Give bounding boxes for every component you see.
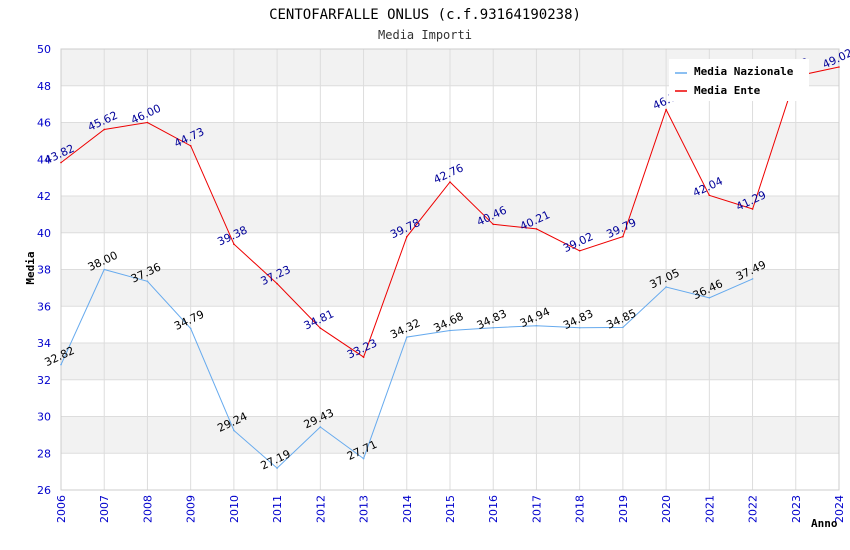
data-point-media-ente	[708, 194, 711, 197]
data-label-media-nazionale: 34.32	[388, 316, 422, 341]
x-tick-label: 2009	[185, 495, 198, 523]
data-point-media-ente	[276, 282, 278, 285]
data-label-media-ente: 34.81	[302, 307, 336, 332]
data-point-media-ente	[492, 223, 495, 226]
x-tick-label: 2023	[790, 495, 803, 523]
data-label-media-nazionale: 34.85	[604, 307, 638, 332]
y-tick-label: 42	[37, 190, 51, 203]
x-axis: 2006 2007 2008 2009 2010 2011 2012 2013 2014 2015…	[55, 495, 846, 523]
x-tick-label: 2006	[55, 495, 68, 523]
data-point-media-nazionale	[233, 429, 235, 432]
y-tick-label: 26	[37, 484, 51, 497]
x-tick-label: 2021	[703, 495, 716, 523]
data-point-media-ente	[535, 228, 538, 230]
data-point-media-nazionale	[449, 329, 451, 332]
data-point-media-nazionale	[622, 326, 624, 329]
data-point-media-nazionale	[103, 268, 106, 271]
x-tick-label: 2010	[228, 495, 241, 523]
data-point-media-ente	[319, 327, 322, 329]
data-point-media-nazionale	[578, 326, 581, 329]
y-tick-label: 34	[37, 337, 51, 350]
data-label-media-ente: 42.76	[431, 161, 465, 186]
x-axis-label: Anno	[811, 517, 838, 530]
x-tick-label: 2019	[617, 495, 630, 523]
x-tick-label: 2024	[833, 495, 846, 523]
data-point-media-ente	[103, 128, 106, 131]
x-tick-label: 2018	[574, 495, 587, 523]
data-point-media-ente	[665, 108, 667, 111]
y-axis: 26 28 30 32 34 36 38 40 42 44 46 48 50	[37, 43, 51, 497]
y-tick-label: 46	[37, 117, 51, 130]
x-tick-label: 2007	[98, 495, 111, 523]
y-tick-label: 50	[37, 43, 51, 56]
y-tick-label: 48	[37, 80, 51, 93]
x-tick-label: 2016	[487, 495, 500, 523]
data-label-media-nazionale: 34.83	[475, 307, 509, 332]
legend-box	[669, 59, 809, 101]
data-point-media-ente	[146, 121, 149, 124]
chart-subtitle: Media Importi	[378, 28, 472, 42]
x-tick-label: 2012	[314, 495, 327, 523]
series-lines	[60, 66, 840, 469]
data-point-media-nazionale	[60, 363, 62, 366]
data-point-media-ente	[449, 181, 451, 183]
y-axis-label: Media	[24, 251, 37, 284]
data-point-media-ente	[233, 243, 235, 245]
data-point-media-ente	[751, 208, 754, 210]
y-tick-label: 28	[37, 447, 51, 460]
x-tick-label: 2013	[358, 495, 371, 523]
data-point-media-nazionale	[665, 286, 667, 288]
data-point-media-ente	[60, 161, 62, 164]
y-tick-label: 44	[37, 153, 51, 166]
data-point-media-ente	[578, 249, 581, 252]
data-point-media-ente	[189, 145, 192, 147]
data-point-media-nazionale	[535, 324, 538, 327]
y-tick-label: 30	[37, 411, 51, 424]
data-point-media-ente	[622, 235, 624, 238]
plot-area	[60, 48, 840, 491]
data-point-media-ente	[405, 235, 408, 238]
x-tick-label: 2020	[660, 495, 673, 523]
x-tick-label: 2015	[444, 495, 457, 523]
x-tick-label: 2022	[747, 495, 760, 523]
chart-title: CENTOFARFALLE ONLUS (c.f.93164190238)	[269, 7, 581, 23]
data-label-media-ente: 39.02	[561, 230, 595, 255]
legend-label-media-nazionale: Media Nazionale	[694, 65, 794, 78]
x-tick-label: 2011	[271, 495, 284, 523]
data-label-media-nazionale: 34.83	[561, 307, 595, 332]
y-tick-label: 40	[37, 227, 51, 240]
data-point-media-nazionale	[708, 296, 711, 299]
data-point-media-nazionale	[319, 426, 322, 428]
data-point-media-nazionale	[189, 327, 192, 330]
x-tick-label: 2017	[530, 495, 543, 523]
y-tick-label: 32	[37, 374, 51, 387]
data-point-media-ente	[362, 356, 365, 358]
data-label-media-nazionale: 34.79	[172, 308, 206, 333]
x-tick-label: 2008	[141, 495, 154, 523]
x-tick-label: 2014	[401, 495, 414, 523]
legend-label-media-ente: Media Ente	[694, 84, 761, 97]
y-tick-label: 36	[37, 300, 51, 313]
data-point-media-nazionale	[492, 326, 495, 329]
data-point-media-nazionale	[362, 457, 365, 460]
data-point-media-nazionale	[276, 467, 278, 469]
y-tick-label: 38	[37, 264, 51, 277]
data-point-media-nazionale	[751, 278, 754, 280]
legend: Media Nazionale Media Ente	[669, 59, 809, 101]
data-label-media-ente: 43.82	[42, 142, 76, 167]
data-point-media-ente	[838, 66, 840, 68]
data-point-media-nazionale	[146, 280, 149, 283]
data-point-media-nazionale	[405, 336, 408, 338]
